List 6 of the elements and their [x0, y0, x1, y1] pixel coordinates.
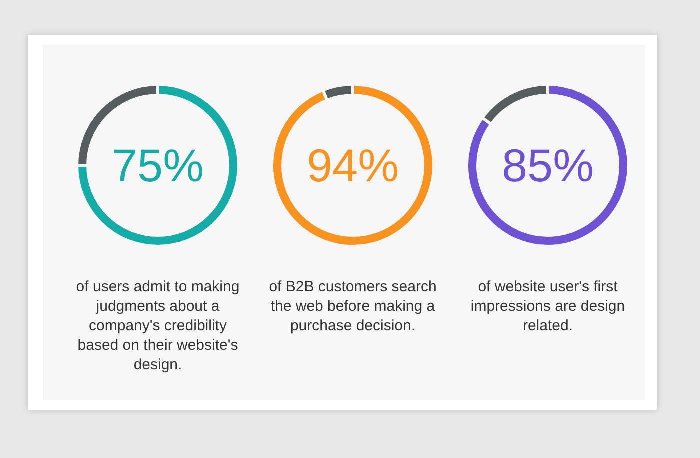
data-label: 75% — [112, 140, 204, 192]
text: of B2B customers search the web before making a purchase decision. — [269, 278, 437, 335]
data-label: 94% — [306, 140, 400, 192]
text: of website user's first impressions are design related. — [470, 278, 626, 335]
data-label: 85% — [502, 140, 594, 192]
text: of users admit to making judgments about a company's credibility based on their website's design. — [76, 278, 240, 374]
